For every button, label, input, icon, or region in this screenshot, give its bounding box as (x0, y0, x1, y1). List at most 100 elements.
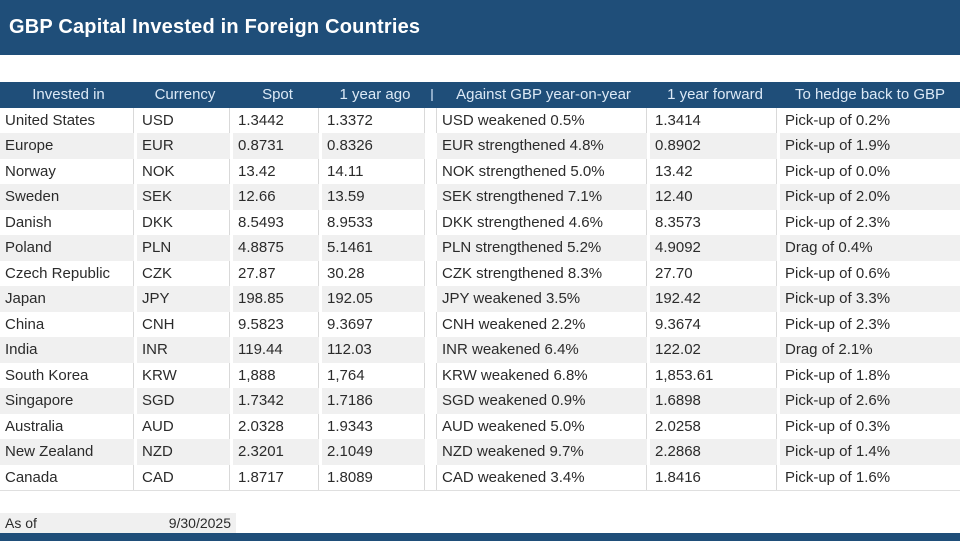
cell-currency[interactable]: USD (137, 108, 233, 134)
cell-year-ago[interactable]: 1.8089 (322, 464, 428, 491)
cell-currency[interactable]: DKK (137, 209, 233, 236)
cell-year-ago[interactable]: 5.1461 (322, 235, 428, 261)
cell-year-ago[interactable]: 1,764 (322, 362, 428, 389)
cell-hedge[interactable]: Pick-up of 1.8% (780, 362, 960, 389)
cell-against-gbp[interactable]: NZD weakened 9.7% (437, 439, 650, 465)
cell-spot[interactable]: 1.3442 (233, 108, 322, 134)
cell-year-ago[interactable]: 1.7186 (322, 388, 428, 414)
cell-spot[interactable]: 8.5493 (233, 209, 322, 236)
cell-spot[interactable]: 0.8731 (233, 133, 322, 159)
cell-year-forward[interactable]: 27.70 (650, 260, 780, 287)
cell-invested-in[interactable]: India (0, 337, 137, 363)
cell-hedge[interactable]: Pick-up of 2.3% (780, 209, 960, 236)
cell-invested-in[interactable]: United States (0, 108, 137, 134)
cell-hedge[interactable]: Drag of 2.1% (780, 337, 960, 363)
cell-year-forward[interactable]: 12.40 (650, 184, 780, 210)
cell-spot[interactable]: 1,888 (233, 362, 322, 389)
cell-year-ago[interactable]: 112.03 (322, 337, 428, 363)
cell-currency[interactable]: CNH (137, 311, 233, 338)
cell-against-gbp[interactable]: JPY weakened 3.5% (437, 286, 650, 312)
cell-year-ago[interactable]: 1.9343 (322, 413, 428, 440)
cell-currency[interactable]: CAD (137, 464, 233, 491)
cell-spot[interactable]: 2.0328 (233, 413, 322, 440)
cell-currency[interactable]: INR (137, 337, 233, 363)
cell-invested-in[interactable]: New Zealand (0, 439, 137, 465)
cell-year-forward[interactable]: 2.2868 (650, 439, 780, 465)
cell-against-gbp[interactable]: SGD weakened 0.9% (437, 388, 650, 414)
cell-spot[interactable]: 119.44 (233, 337, 322, 363)
cell-year-ago[interactable]: 2.1049 (322, 439, 428, 465)
cell-hedge[interactable]: Pick-up of 3.3% (780, 286, 960, 312)
cell-currency[interactable]: AUD (137, 413, 233, 440)
cell-spot[interactable]: 9.5823 (233, 311, 322, 338)
cell-spot[interactable]: 12.66 (233, 184, 322, 210)
cell-currency[interactable]: KRW (137, 362, 233, 389)
cell-year-forward[interactable]: 8.3573 (650, 209, 780, 236)
cell-invested-in[interactable]: Canada (0, 464, 137, 491)
cell-spot[interactable]: 4.8875 (233, 235, 322, 261)
cell-spot[interactable]: 198.85 (233, 286, 322, 312)
cell-currency[interactable]: JPY (137, 286, 233, 312)
cell-hedge[interactable]: Pick-up of 2.3% (780, 311, 960, 338)
cell-year-ago[interactable]: 9.3697 (322, 311, 428, 338)
cell-hedge[interactable]: Pick-up of 1.9% (780, 133, 960, 159)
cell-year-forward[interactable]: 122.02 (650, 337, 780, 363)
cell-year-ago[interactable]: 13.59 (322, 184, 428, 210)
cell-against-gbp[interactable]: SEK strengthened 7.1% (437, 184, 650, 210)
header-currency[interactable]: Currency (154, 86, 216, 103)
cell-year-ago[interactable]: 30.28 (322, 260, 428, 287)
header-year-forward[interactable]: 1 year forward (667, 86, 763, 103)
cell-currency[interactable]: EUR (137, 133, 233, 159)
cell-invested-in[interactable]: Poland (0, 235, 137, 261)
cell-against-gbp[interactable]: NOK strengthened 5.0% (437, 158, 650, 185)
cell-year-forward[interactable]: 13.42 (650, 158, 780, 185)
cell-year-forward[interactable]: 0.8902 (650, 133, 780, 159)
cell-invested-in[interactable]: Danish (0, 209, 137, 236)
cell-against-gbp[interactable]: AUD weakened 5.0% (437, 413, 650, 440)
cell-currency[interactable]: CZK (137, 260, 233, 287)
cell-against-gbp[interactable]: CAD weakened 3.4% (437, 464, 650, 491)
cell-invested-in[interactable]: Norway (0, 158, 137, 185)
cell-year-forward[interactable]: 1.3414 (650, 108, 780, 134)
cell-currency[interactable]: NZD (137, 439, 233, 465)
cell-currency[interactable]: SEK (137, 184, 233, 210)
as-of-date[interactable]: 9/30/2025 (168, 515, 231, 532)
cell-against-gbp[interactable]: CZK strengthened 8.3% (437, 260, 650, 287)
cell-year-ago[interactable]: 192.05 (322, 286, 428, 312)
cell-against-gbp[interactable]: KRW weakened 6.8% (437, 362, 650, 389)
cell-spot[interactable]: 13.42 (233, 158, 322, 185)
cell-hedge[interactable]: Pick-up of 0.3% (780, 413, 960, 440)
cell-hedge[interactable]: Pick-up of 1.6% (780, 464, 960, 491)
header-hedge[interactable]: To hedge back to GBP (794, 86, 946, 103)
cell-invested-in[interactable]: Japan (0, 286, 137, 312)
cell-spot[interactable]: 2.3201 (233, 439, 322, 465)
cell-invested-in[interactable]: Czech Republic (0, 260, 137, 287)
cell-hedge[interactable]: Pick-up of 2.6% (780, 388, 960, 414)
cell-year-ago[interactable]: 8.9533 (322, 209, 428, 236)
cell-spot[interactable]: 1.8717 (233, 464, 322, 491)
cell-spot[interactable]: 27.87 (233, 260, 322, 287)
cell-against-gbp[interactable]: DKK strengthened 4.6% (437, 209, 650, 236)
cell-invested-in[interactable]: Europe (0, 133, 137, 159)
cell-against-gbp[interactable]: USD weakened 0.5% (437, 108, 650, 134)
cell-against-gbp[interactable]: INR weakened 6.4% (437, 337, 650, 363)
cell-year-forward[interactable]: 1.6898 (650, 388, 780, 414)
cell-year-forward[interactable]: 4.9092 (650, 235, 780, 261)
cell-year-forward[interactable]: 192.42 (650, 286, 780, 312)
header-invested-in[interactable]: Invested in (32, 86, 105, 103)
header-spot[interactable]: Spot (262, 86, 293, 103)
cell-year-ago[interactable]: 14.11 (322, 158, 428, 185)
cell-invested-in[interactable]: Singapore (0, 388, 137, 414)
cell-currency[interactable]: SGD (137, 388, 233, 414)
cell-year-forward[interactable]: 1.8416 (650, 464, 780, 491)
header-year-ago[interactable]: 1 year ago (339, 86, 411, 103)
cell-spot[interactable]: 1.7342 (233, 388, 322, 414)
cell-year-forward[interactable]: 1,853.61 (650, 362, 780, 389)
cell-invested-in[interactable]: South Korea (0, 362, 137, 389)
cell-hedge[interactable]: Pick-up of 0.0% (780, 158, 960, 185)
cell-hedge[interactable]: Pick-up of 0.6% (780, 260, 960, 287)
cell-currency[interactable]: NOK (137, 158, 233, 185)
cell-hedge[interactable]: Drag of 0.4% (780, 235, 960, 261)
cell-year-ago[interactable]: 0.8326 (322, 133, 428, 159)
cell-against-gbp[interactable]: CNH weakened 2.2% (437, 311, 650, 338)
